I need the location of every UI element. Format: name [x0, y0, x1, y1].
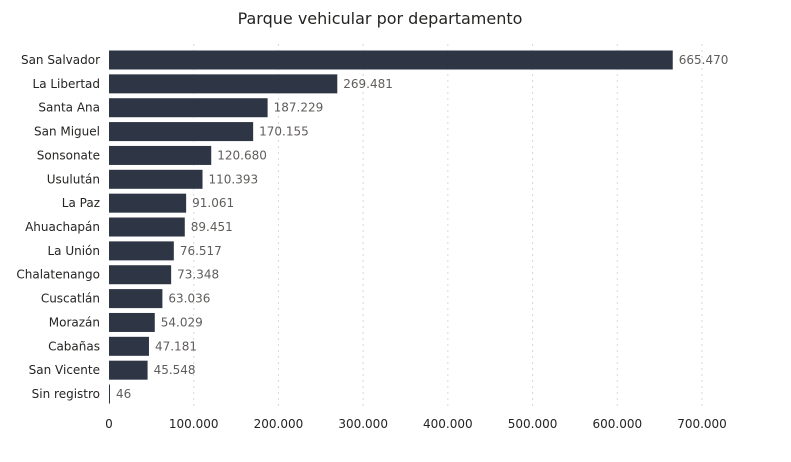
chart-title: Parque vehicular por departamento [238, 9, 523, 28]
x-tick-label: 700.000 [677, 417, 727, 431]
bar[interactable] [109, 50, 673, 70]
bar[interactable] [109, 289, 163, 309]
bar[interactable] [109, 384, 110, 404]
bar[interactable] [109, 122, 254, 142]
category-label: San Salvador [21, 53, 100, 67]
data-label: 73.348 [177, 268, 219, 282]
category-label: Sin registro [32, 387, 100, 401]
x-tick-label: 0 [105, 417, 113, 431]
data-label: 110.393 [209, 172, 259, 186]
bar[interactable] [109, 169, 203, 189]
data-label: 54.029 [161, 315, 203, 329]
data-label: 76.517 [180, 244, 222, 258]
category-label: La Libertad [33, 77, 100, 91]
data-label: 170.155 [259, 125, 309, 139]
x-tick-label: 100.000 [169, 417, 219, 431]
category-labels: San Salvador La Libertad Santa Ana San Migu… [16, 53, 100, 401]
data-label: 47.181 [155, 339, 197, 353]
bars [109, 50, 673, 404]
bar[interactable] [109, 145, 212, 165]
category-label: Sonsonate [37, 148, 100, 162]
bar[interactable] [109, 312, 155, 332]
x-tick-label: 400.000 [423, 417, 473, 431]
bar[interactable] [109, 241, 174, 261]
x-tick-label: 600.000 [592, 417, 642, 431]
category-label: San Miguel [34, 125, 100, 139]
data-label: 45.548 [154, 363, 196, 377]
category-label: La Unión [47, 244, 100, 258]
category-label: Ahuachapán [25, 220, 100, 234]
x-tick-label: 200.000 [254, 417, 304, 431]
data-label: 46 [116, 387, 131, 401]
data-label: 665.470 [679, 53, 729, 67]
value-labels: 665.470 269.481 187.229 170.155 120.680 110.3… [116, 53, 728, 401]
data-label: 63.036 [168, 292, 210, 306]
data-label: 269.481 [343, 77, 393, 91]
bar[interactable] [109, 336, 149, 356]
category-label: La Paz [62, 196, 100, 210]
bar[interactable] [109, 74, 338, 94]
bar[interactable] [109, 98, 268, 118]
category-label: Cuscatlán [41, 292, 100, 306]
bar[interactable] [109, 193, 187, 213]
x-tick-label: 300.000 [338, 417, 388, 431]
category-label: Morazán [49, 315, 100, 329]
data-label: 89.451 [191, 220, 233, 234]
data-label: 120.680 [217, 148, 267, 162]
x-tick-label: 500.000 [508, 417, 558, 431]
category-label: Usulután [47, 172, 100, 186]
category-label: Santa Ana [38, 101, 100, 115]
bar[interactable] [109, 217, 185, 237]
bar[interactable] [109, 265, 172, 285]
bar[interactable] [109, 360, 148, 380]
category-label: Chalatenango [16, 268, 100, 282]
data-label: 91.061 [192, 196, 234, 210]
category-label: San Vicente [29, 363, 100, 377]
grid-lines [193, 44, 703, 408]
data-label: 187.229 [274, 101, 324, 115]
category-label: Cabañas [48, 339, 100, 353]
x-axis-ticks: 0 100.000 200.000 300.000 400.000 500.000 600.… [105, 417, 727, 431]
